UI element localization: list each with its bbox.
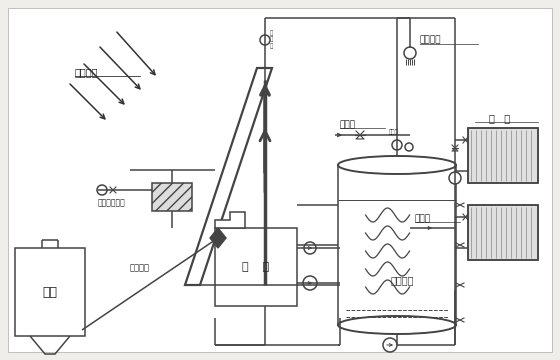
Bar xyxy=(152,183,192,211)
Bar xyxy=(215,228,297,306)
Text: 自来水: 自来水 xyxy=(340,121,356,130)
Text: 进料装置: 进料装置 xyxy=(130,264,150,273)
Text: 膨
胀
罐: 膨 胀 罐 xyxy=(270,30,273,49)
Circle shape xyxy=(260,35,270,45)
Circle shape xyxy=(392,140,402,150)
Text: 烟气干发换器: 烟气干发换器 xyxy=(98,198,126,207)
Bar xyxy=(468,205,538,260)
Polygon shape xyxy=(185,68,272,285)
Bar xyxy=(468,128,538,183)
Text: 锅    炉: 锅 炉 xyxy=(242,262,269,272)
Circle shape xyxy=(404,47,416,59)
Text: 采   暖: 采 暖 xyxy=(489,113,511,123)
Bar xyxy=(15,248,85,336)
Bar xyxy=(468,205,538,260)
Text: 太阳能光: 太阳能光 xyxy=(75,67,99,77)
Text: 料仓: 料仓 xyxy=(43,285,58,298)
Text: 热水洗浴: 热水洗浴 xyxy=(420,36,441,45)
Text: 膨胀罐: 膨胀罐 xyxy=(389,129,399,135)
Circle shape xyxy=(303,276,317,290)
Circle shape xyxy=(304,242,316,254)
Bar xyxy=(338,165,456,325)
Circle shape xyxy=(383,338,397,352)
Ellipse shape xyxy=(338,316,456,334)
Polygon shape xyxy=(215,212,245,228)
Circle shape xyxy=(449,172,461,184)
Text: 自来水: 自来水 xyxy=(415,215,431,224)
Bar xyxy=(468,128,538,183)
Ellipse shape xyxy=(338,156,456,174)
Polygon shape xyxy=(210,228,226,248)
Text: 储热水箱: 储热水箱 xyxy=(390,275,414,285)
Circle shape xyxy=(97,185,107,195)
Circle shape xyxy=(405,143,413,151)
